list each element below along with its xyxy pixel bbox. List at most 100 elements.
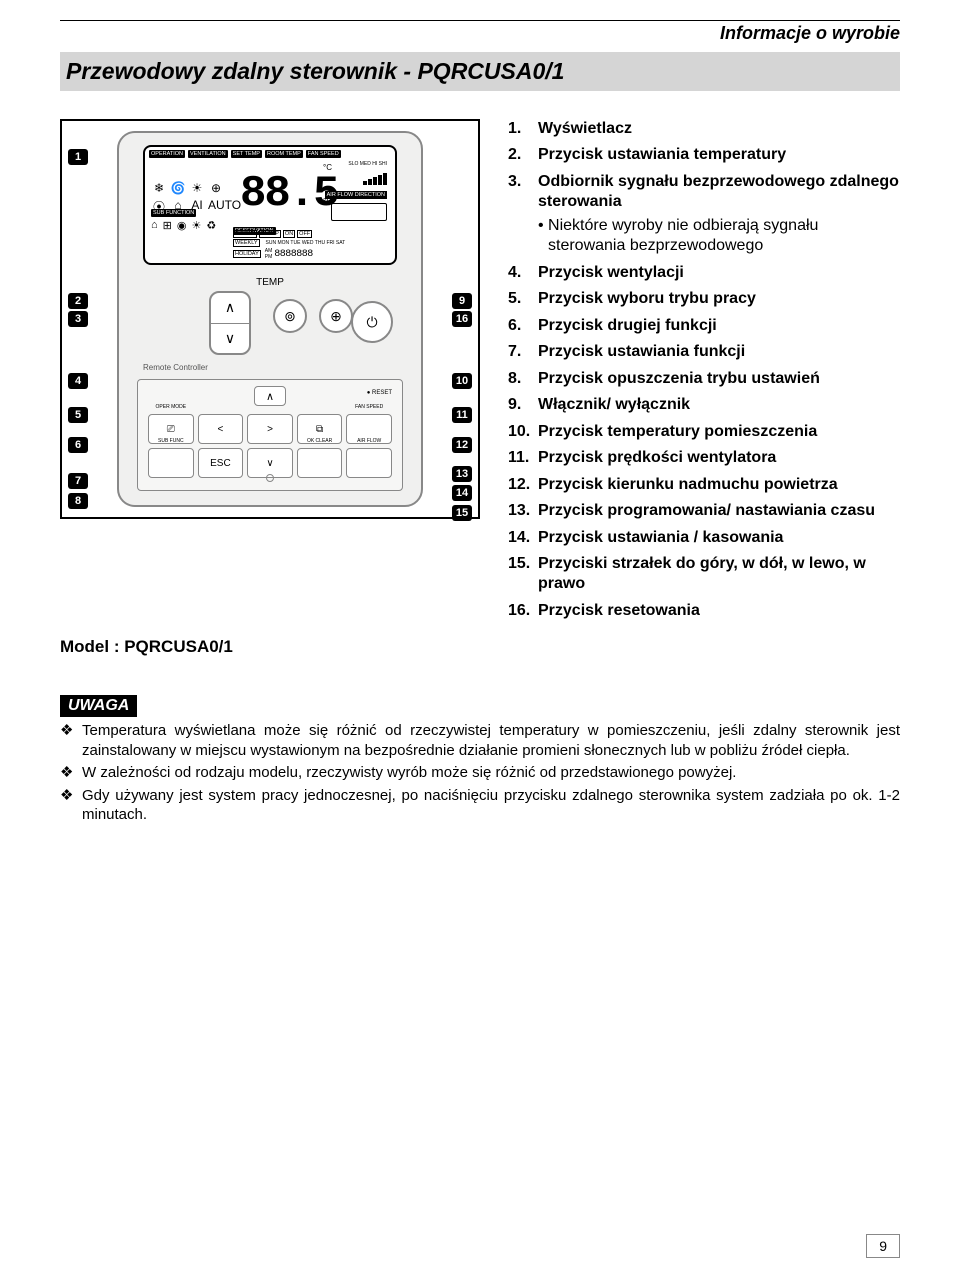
dot-button[interactable]	[266, 474, 274, 482]
mode-icon: ❄	[151, 181, 167, 195]
bullet-icon: ❖	[60, 763, 82, 783]
temp-updown[interactable]: ∧ ∨	[209, 291, 251, 355]
list-number: 10.	[508, 422, 538, 442]
list-number: 4.	[508, 263, 538, 283]
power-button[interactable]: ⏻	[351, 301, 393, 343]
button-symbol: ⧉	[316, 424, 323, 435]
list-item: 6.Przycisk drugiej funkcji	[508, 316, 900, 336]
page-number: 9	[866, 1234, 900, 1258]
list-number: 13.	[508, 501, 538, 521]
list-text: Przyciski strzałek do góry, w dół, w lew…	[538, 554, 900, 595]
mode-icon: ⊕	[208, 181, 224, 195]
list-number: 6.	[508, 316, 538, 336]
sub-icon: ⊞	[163, 219, 172, 232]
list-text: Włącznik/ wyłącznik	[538, 395, 900, 415]
list-text: Odbiornik sygnału bezprzewodowego zdalne…	[538, 172, 900, 257]
main-columns: 12345678 916101112131415 OPERATIONVENTIL…	[60, 119, 900, 657]
temp-value: 88.5	[240, 169, 338, 219]
lcd-chip: VENTILATION	[188, 150, 228, 158]
lcd-tag: SLEEP	[259, 230, 281, 238]
panel-button[interactable]: ESC	[198, 448, 244, 478]
button-symbol: >	[267, 424, 273, 435]
list-number: 1.	[508, 119, 538, 139]
button-symbol: <	[217, 424, 223, 435]
list-item: 13.Przycisk programowania/ nastawiania c…	[508, 501, 900, 521]
callout-marker: 3	[68, 311, 88, 327]
callout-marker: 4	[68, 373, 88, 389]
list-number: 14.	[508, 528, 538, 548]
list-item: 8.Przycisk opuszczenia trybu ustawień	[508, 369, 900, 389]
list-text: Przycisk wyboru trybu pracy	[538, 289, 900, 309]
button-symbol: ⎚	[167, 424, 175, 435]
round-btn-1[interactable]: ⊚	[273, 299, 307, 333]
list-number: 16.	[508, 601, 538, 621]
bullet-icon: ❖	[60, 786, 82, 825]
callout-marker: 5	[68, 407, 88, 423]
callout-marker: 1	[68, 149, 88, 165]
button-caption: AIR FLOW	[347, 439, 391, 444]
up-small-button[interactable]: ∧	[254, 386, 286, 406]
list-item: 1.Wyświetlacz	[508, 119, 900, 139]
panel-button[interactable]: <	[198, 414, 244, 444]
list-item: 10.Przycisk temperatury pomieszczenia	[508, 422, 900, 442]
panel-button[interactable]: OK CLEAR	[297, 448, 343, 478]
temp-up-icon: ∧	[211, 293, 249, 324]
lcd-days: SUN MON TUE WED THU FRI SAT	[266, 240, 346, 246]
page-title: Przewodowy zdalny sterownik - PQRCUSA0/1	[60, 52, 900, 91]
list-item: 2.Przycisk ustawiania temperatury	[508, 145, 900, 165]
sub-icon: ♻	[206, 219, 216, 232]
callout-marker: 7	[68, 473, 88, 489]
lcd-tag: SIMPLE	[233, 230, 257, 238]
callout-marker: 2	[68, 293, 88, 309]
list-text: Przycisk drugiej funkcji	[538, 316, 900, 336]
panel-button[interactable]: AIR FLOW	[346, 448, 392, 478]
note-text: Temperatura wyświetlana może się różnić …	[82, 721, 900, 760]
list-text: Przycisk prędkości wentylatora	[538, 448, 900, 468]
button-caption: FAN SPEED	[347, 405, 391, 410]
mode-icon: 🌀	[170, 181, 186, 195]
list-number: 3.	[508, 172, 538, 257]
panel-button[interactable]: >	[247, 414, 293, 444]
list-number: 8.	[508, 369, 538, 389]
controller-figure: 12345678 916101112131415 OPERATIONVENTIL…	[60, 119, 480, 519]
callout-marker: 10	[452, 373, 472, 389]
note-item: ❖W zależności od rodzaju modelu, rzeczyw…	[60, 763, 900, 783]
callout-marker: 8	[68, 493, 88, 509]
remote-controller-label: Remote Controller	[143, 363, 208, 372]
note-item: ❖Temperatura wyświetlana może się różnić…	[60, 721, 900, 760]
list-text: Przycisk ustawiania / kasowania	[538, 528, 900, 548]
list-text: Przycisk opuszczenia trybu ustawień	[538, 369, 900, 389]
list-item: 9.Włącznik/ wyłącznik	[508, 395, 900, 415]
list-item: 7.Przycisk ustawiania funkcji	[508, 342, 900, 362]
mode-icon: ☀	[189, 181, 205, 195]
sub-function-chip: SUB FUNCTION	[151, 209, 196, 217]
callout-marker: 14	[452, 485, 472, 501]
numbered-list: 1.Wyświetlacz 2.Przycisk ustawiania tempe…	[508, 119, 900, 621]
note-box: UWAGA ❖Temperatura wyświetlana może się …	[60, 695, 900, 825]
list-text: Przycisk programowania/ nastawiania czas…	[538, 501, 900, 521]
button-caption: SUB FUNC	[149, 439, 193, 444]
lcd-tag: OFF	[297, 230, 312, 238]
bullet-icon: ❖	[60, 721, 82, 760]
lcd-chip: SET TEMP	[231, 150, 262, 158]
air-wave	[331, 203, 387, 221]
list-number: 2.	[508, 145, 538, 165]
list-text: Przycisk temperatury pomieszczenia	[538, 422, 900, 442]
reset-label[interactable]: ● RESET	[367, 390, 392, 396]
round-btn-2[interactable]: ⊕	[319, 299, 353, 333]
section-header: Informacje o wyrobie	[60, 23, 900, 44]
list-text: Przycisk resetowania	[538, 601, 900, 621]
left-column: 12345678 916101112131415 OPERATIONVENTIL…	[60, 119, 490, 657]
panel-button[interactable]: SUB FUNC	[148, 448, 194, 478]
sub-icon: ⌂	[151, 219, 158, 232]
callout-marker: 6	[68, 437, 88, 453]
button-caption: OPER MODE	[149, 405, 193, 410]
sub-icon: ☀	[191, 219, 201, 232]
button-caption: OK CLEAR	[298, 439, 342, 444]
lcd-chip: OPERATION	[149, 150, 185, 158]
list-text: Przycisk ustawiania funkcji	[538, 342, 900, 362]
tag-weekly: WEEKLY	[233, 239, 260, 247]
controller-body: OPERATIONVENTILATIONSET TEMPROOM TEMPFAN…	[117, 131, 423, 507]
list-number: 7.	[508, 342, 538, 362]
lcd-temp: 88.5	[240, 169, 338, 219]
